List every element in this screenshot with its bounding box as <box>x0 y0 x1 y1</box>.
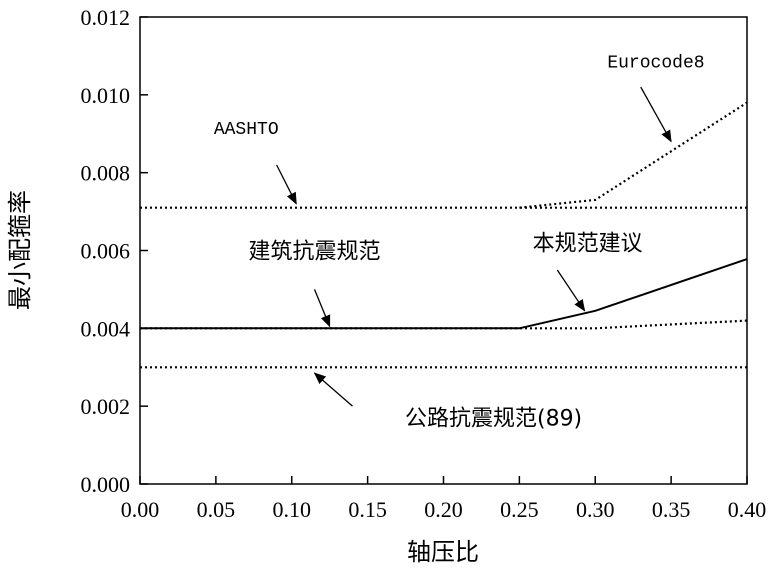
y-tick-label: 0.012 <box>81 5 131 30</box>
y-tick-label: 0.010 <box>81 83 131 108</box>
x-tick-label: 0.00 <box>121 497 160 522</box>
x-tick-label: 0.10 <box>273 497 312 522</box>
x-tick-label: 0.40 <box>728 497 767 522</box>
annotation-arrow <box>275 164 297 205</box>
series-layer <box>140 101 748 369</box>
y-tick-label: 0.006 <box>81 239 131 264</box>
annotation-arrow <box>313 289 331 328</box>
x-axis: 0.00 0.05 0.10 0.15 0.20 0.25 0.30 0.35 0.40 <box>121 476 767 522</box>
y-axis-title: 最小配箍率 <box>6 190 34 310</box>
x-tick-label: 0.35 <box>652 497 691 522</box>
x-tick-label: 0.15 <box>348 497 387 522</box>
y-tick-label: 0.004 <box>81 316 131 341</box>
series-line-3 <box>140 258 748 330</box>
y-axis: 0.000 0.002 0.004 0.006 0.008 0.010 0.012 <box>81 5 148 497</box>
x-tick-label: 0.30 <box>576 497 615 522</box>
y-tick-label: 0.000 <box>81 472 131 497</box>
series-line-2 <box>140 319 748 330</box>
annotation-arrow <box>556 269 586 312</box>
x-axis-title: 轴压比 <box>407 538 479 566</box>
annotation-arrow <box>640 86 672 143</box>
x-tick-label: 0.20 <box>424 497 463 522</box>
annotation-label: 公路抗震规范(89) <box>405 407 582 432</box>
annotation-label: 建筑抗震规范 <box>249 239 381 264</box>
annotation-label: 本规范建议 <box>533 232 643 257</box>
annotation-arrow <box>313 372 353 407</box>
x-tick-label: 0.05 <box>197 497 236 522</box>
series-line-1 <box>519 101 748 209</box>
annotation-label: Eurocode8 <box>607 54 704 74</box>
y-tick-label: 0.002 <box>81 394 131 419</box>
y-tick-label: 0.008 <box>81 161 131 186</box>
annotation-label: AASHTO <box>214 120 279 140</box>
x-tick-label: 0.25 <box>500 497 539 522</box>
